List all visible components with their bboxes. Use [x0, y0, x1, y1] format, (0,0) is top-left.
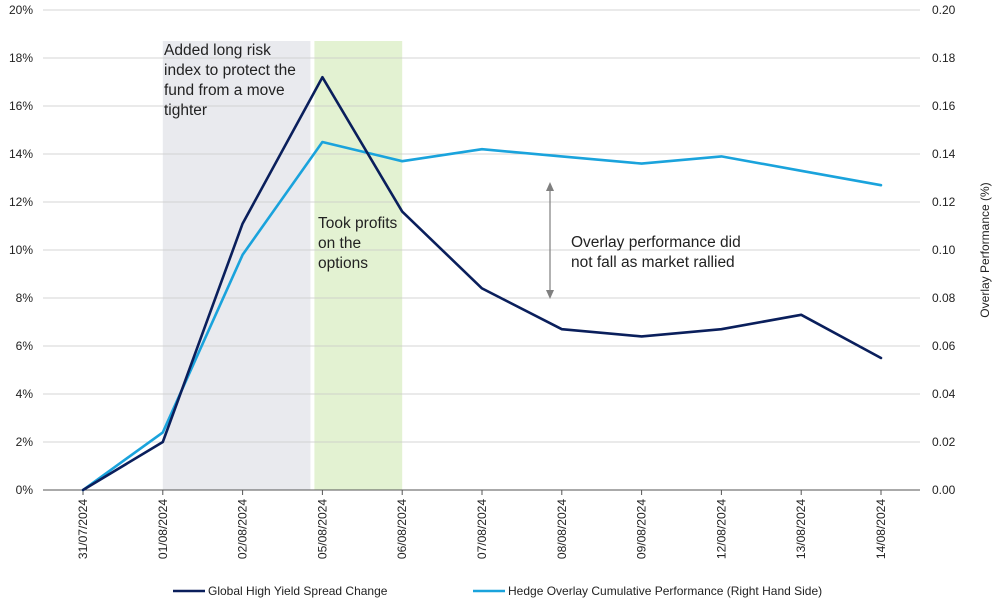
x-tick-label: 06/08/2024 — [395, 499, 409, 559]
left-axis-ticks: 0% 2% 4% 6% 8% 10% 12% 14% 16% 18% 20% — [9, 3, 33, 497]
legend-label-spread: Global High Yield Spread Change — [208, 584, 388, 598]
left-tick-label: 0% — [16, 483, 34, 497]
annotation-added-long-risk: Added long risk index to protect the fun… — [164, 42, 296, 119]
x-tick-label: 12/08/2024 — [714, 499, 728, 559]
left-tick-label: 16% — [9, 99, 33, 113]
legend-label-overlay: Hedge Overlay Cumulative Performance (Ri… — [508, 584, 822, 598]
left-tick-label: 8% — [16, 291, 34, 305]
annotation-line: Took profits — [318, 215, 398, 232]
annotation-line: options — [318, 255, 368, 272]
x-tick-label: 02/08/2024 — [236, 499, 250, 559]
left-tick-label: 10% — [9, 243, 33, 257]
right-tick-label: 0.10 — [932, 243, 956, 257]
right-tick-label: 0.14 — [932, 147, 956, 161]
series-line-overlay — [81, 140, 883, 492]
series-lines — [81, 75, 883, 492]
grid-lines — [43, 9, 920, 491]
right-tick-label: 0.06 — [932, 339, 956, 353]
legend-item-overlay: Hedge Overlay Cumulative Performance (Ri… — [473, 584, 822, 598]
annotation-line: Overlay performance did — [571, 234, 741, 251]
right-tick-label: 0.16 — [932, 99, 956, 113]
annotation-line: index to protect the — [164, 62, 296, 79]
x-tick-label: 01/08/2024 — [156, 499, 170, 559]
shaded-regions — [162, 41, 403, 490]
annotation-overlay-performance: Overlay performance did not fall as mark… — [571, 234, 741, 271]
annotation-line: not fall as market rallied — [571, 254, 735, 271]
left-tick-label: 18% — [9, 51, 33, 65]
right-tick-label: 0.00 — [932, 483, 956, 497]
left-tick-label: 2% — [16, 435, 34, 449]
left-tick-label: 6% — [16, 339, 34, 353]
left-tick-label: 14% — [9, 147, 33, 161]
x-axis-ticks: 31/07/2024 01/08/2024 02/08/2024 05/08/2024… — [76, 490, 888, 559]
legend-item-spread: Global High Yield Spread Change — [173, 584, 388, 598]
right-tick-label: 0.08 — [932, 291, 956, 305]
left-tick-label: 12% — [9, 195, 33, 209]
annotation-line: on the — [318, 235, 361, 252]
left-tick-label: 20% — [9, 3, 33, 17]
annotation-took-profits: Took profits on the options — [318, 215, 398, 272]
annotation-line: tighter — [164, 102, 207, 119]
x-tick-label: 09/08/2024 — [635, 499, 649, 559]
x-tick-label: 07/08/2024 — [475, 499, 489, 559]
x-tick-label: 13/08/2024 — [794, 499, 808, 559]
right-axis-ticks: 0.00 0.02 0.04 0.06 0.08 0.10 0.12 0.14 0.16 0.18… — [932, 3, 956, 497]
right-tick-label: 0.18 — [932, 51, 956, 65]
right-tick-label: 0.02 — [932, 435, 956, 449]
left-tick-label: 4% — [16, 387, 34, 401]
series-line-spread — [81, 75, 883, 492]
right-tick-label: 0.20 — [932, 3, 956, 17]
x-tick-label: 08/08/2024 — [555, 499, 569, 559]
legend: Global High Yield Spread Change Hedge Ov… — [173, 584, 822, 598]
x-tick-label: 31/07/2024 — [76, 499, 90, 559]
annotation-line: fund from a move — [164, 82, 285, 99]
shaded-region — [314, 41, 403, 490]
right-axis-title: Overlay Performance (%) — [978, 182, 992, 317]
x-tick-label: 05/08/2024 — [315, 499, 329, 559]
right-tick-label: 0.04 — [932, 387, 956, 401]
right-tick-label: 0.12 — [932, 195, 956, 209]
annotation-line: Added long risk — [164, 42, 271, 59]
x-tick-label: 14/08/2024 — [874, 499, 888, 559]
double-arrow-icon — [546, 182, 554, 299]
